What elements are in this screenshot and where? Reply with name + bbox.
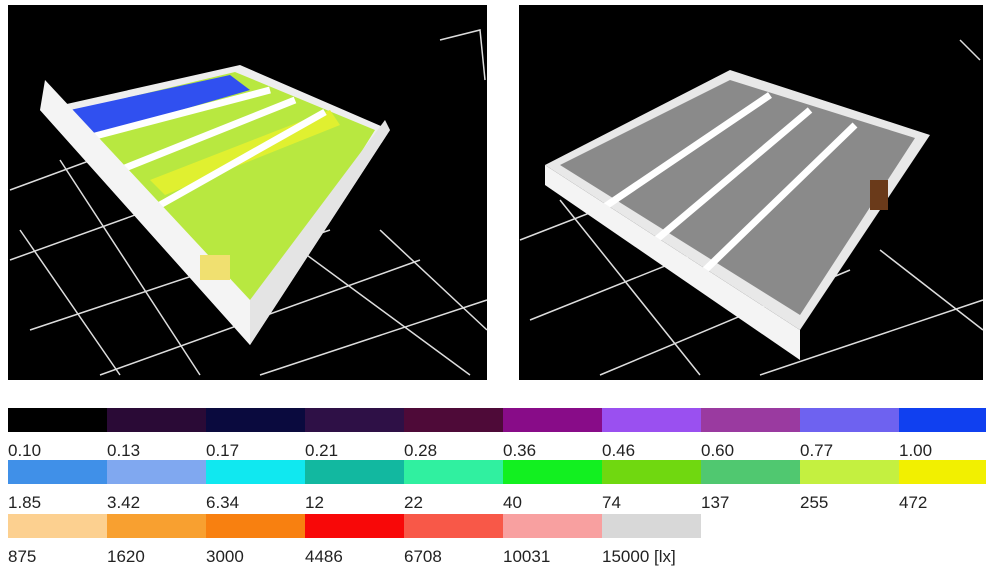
color-swatch [305,408,404,432]
color-swatch [503,408,602,432]
swatch-label: 472 [899,493,927,512]
color-swatch [800,460,899,484]
swatch-label: 0.13 [107,441,140,460]
swatch-label: 15000 [lx] [602,547,676,566]
swatch-label: 6708 [404,547,442,566]
swatch-label: 255 [800,493,828,512]
color-swatch [8,460,107,484]
color-swatch [602,408,701,432]
swatch-label: 6.34 [206,493,239,512]
color-swatch [602,514,701,538]
color-swatch [899,408,986,432]
render-false-color [8,5,487,380]
color-swatch [8,514,107,538]
color-swatch [305,514,404,538]
swatch-label: 1.00 [899,441,932,460]
color-legend: 0.10 0.13 0.17 0.21 0.28 0.36 0.46 0.60 0.77 1.00… [8,408,986,566]
swatch-label: 0.10 [8,441,41,460]
swatch-label: 0.28 [404,441,437,460]
swatch-label: 3.42 [107,493,140,512]
swatch-label: 1.85 [8,493,41,512]
swatch-label: 40 [503,493,522,512]
render-grayscale [519,5,983,380]
swatch-label: 74 [602,493,621,512]
color-swatch [404,514,503,538]
swatch-label: 0.46 [602,441,635,460]
swatch-label: 0.21 [305,441,338,460]
swatch-label: 4486 [305,547,343,566]
swatch-label: 875 [8,547,36,566]
color-swatch [8,408,107,432]
color-swatch [206,460,305,484]
swatch-label: 0.60 [701,441,734,460]
swatch-label: 1620 [107,547,145,566]
color-swatch [404,408,503,432]
color-swatch [701,408,800,432]
swatch-label: 0.36 [503,441,536,460]
color-swatch [503,460,602,484]
swatch-label: 12 [305,493,324,512]
color-swatch [206,408,305,432]
figure-canvas: 0.10 0.13 0.17 0.21 0.28 0.36 0.46 0.60 0.77 1.00… [0,0,986,573]
color-swatch [107,408,206,432]
swatch-label: 0.77 [800,441,833,460]
swatch-label: 0.17 [206,441,239,460]
color-swatch [107,514,206,538]
swatch-label: 10031 [503,547,550,566]
color-swatch [899,460,986,484]
color-swatch [503,514,602,538]
color-swatch [206,514,305,538]
color-swatch [701,460,800,484]
swatch-label: 3000 [206,547,244,566]
figure: 0.10 0.13 0.17 0.21 0.28 0.36 0.46 0.60 0.77 1.00… [0,0,986,573]
swatch-label: 22 [404,493,423,512]
color-swatch [404,460,503,484]
color-swatch [800,408,899,432]
color-swatch [305,460,404,484]
swatch-label: 137 [701,493,729,512]
color-swatch [107,460,206,484]
color-swatch [602,460,701,484]
